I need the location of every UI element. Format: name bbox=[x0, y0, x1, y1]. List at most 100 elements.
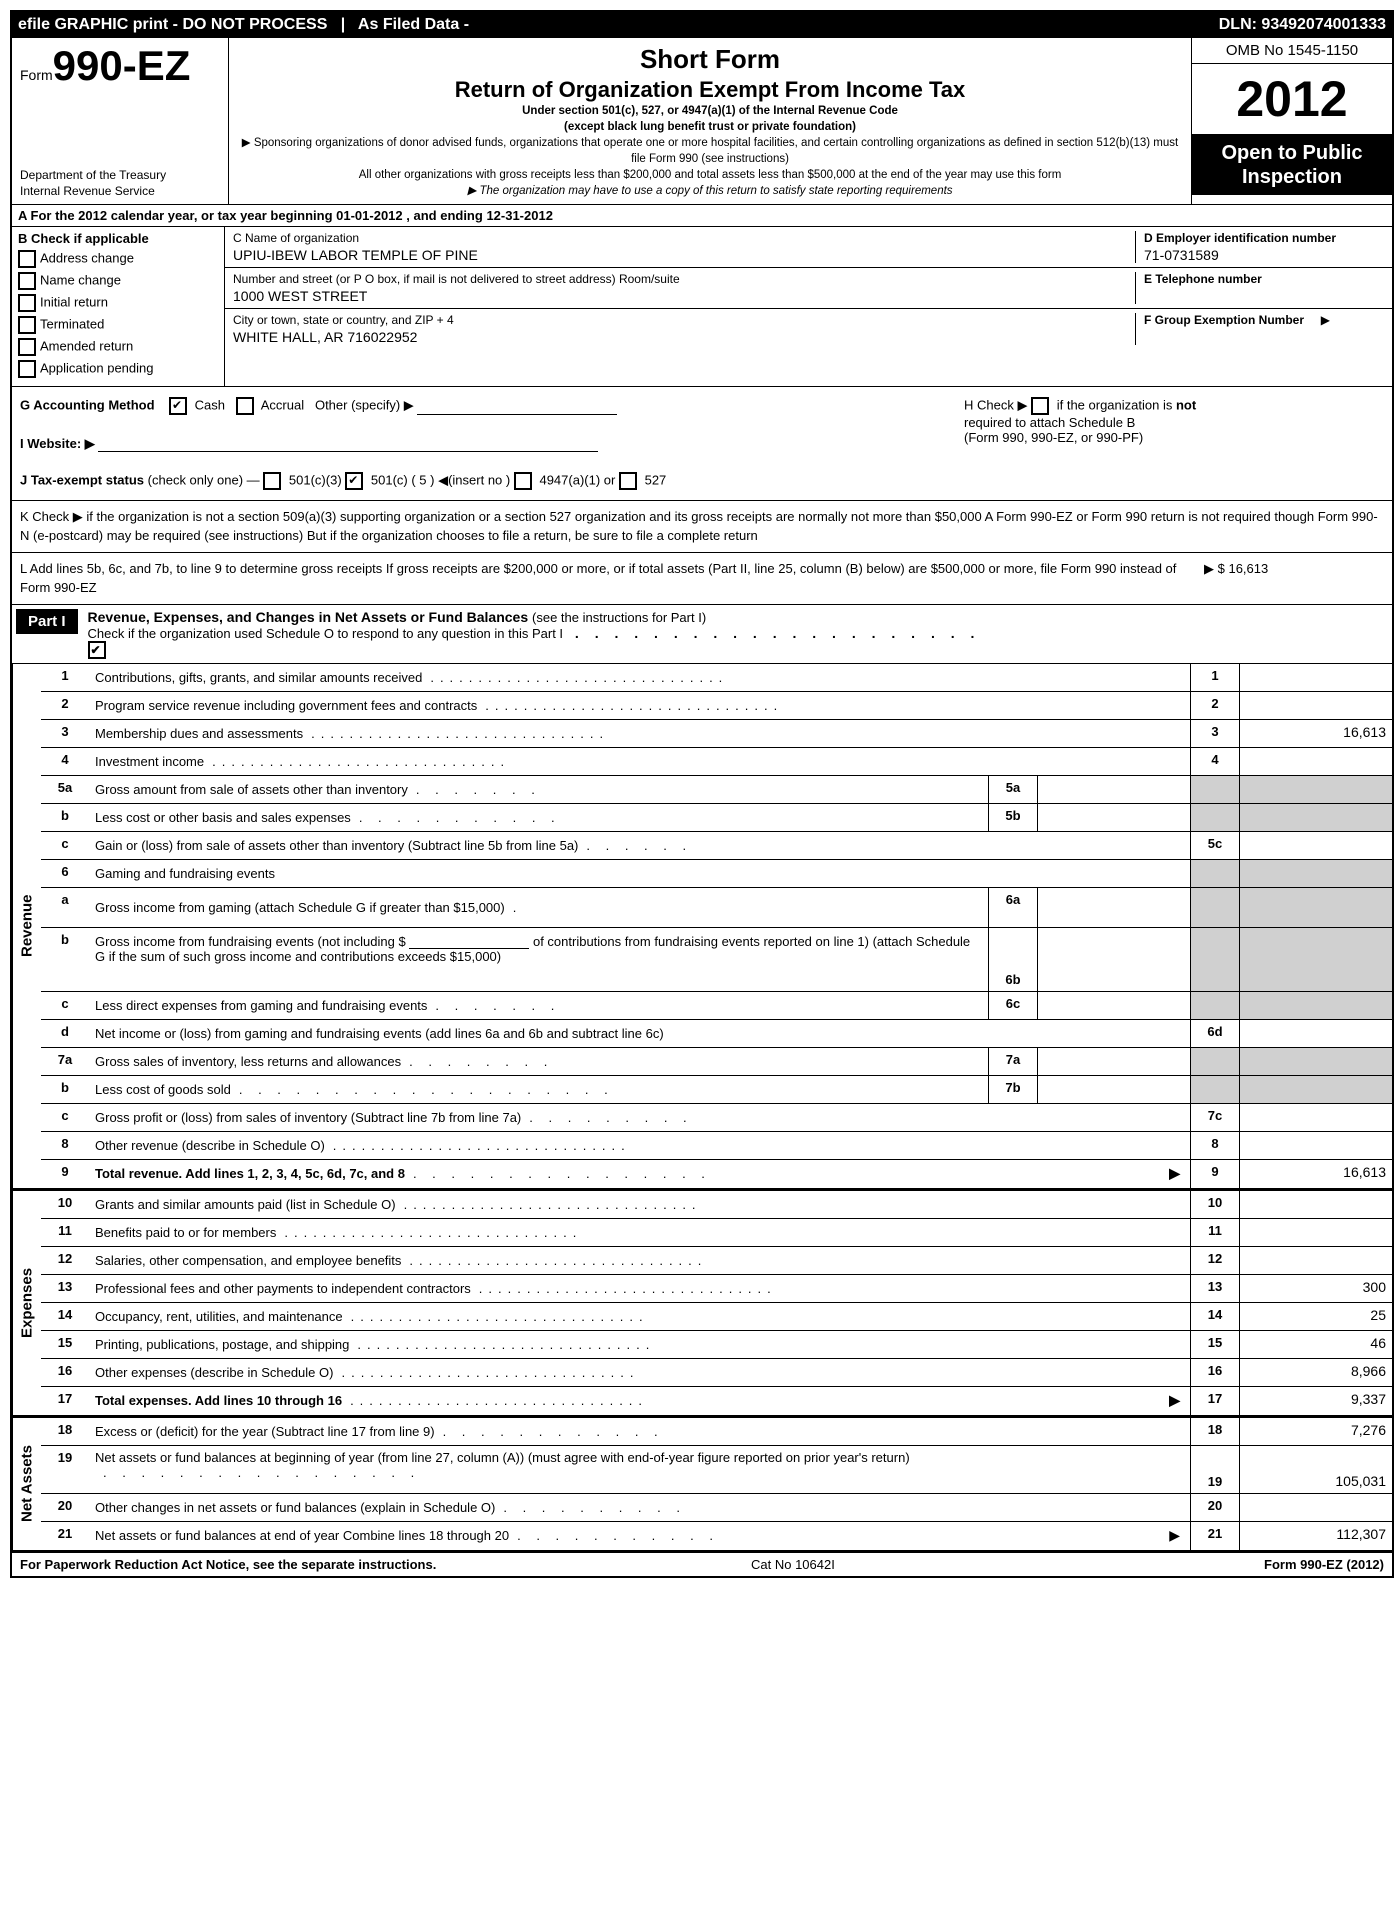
checkbox-icon[interactable] bbox=[18, 294, 36, 312]
checkbox-501c3-icon[interactable] bbox=[263, 472, 281, 490]
line-14: 14 Occupancy, rent, utilities, and maint… bbox=[41, 1303, 1392, 1331]
sub-val bbox=[1037, 928, 1190, 992]
dots: . . . . . . . . . . . . . . . . . . . . … bbox=[575, 625, 980, 641]
sub-val bbox=[1037, 1048, 1190, 1076]
paperwork-notice: For Paperwork Reduction Act Notice, see … bbox=[20, 1557, 566, 1572]
cb-amended: Amended return bbox=[18, 338, 218, 356]
line-desc: Total expenses. Add lines 10 through 16.… bbox=[89, 1387, 1190, 1415]
form-number: 990-EZ bbox=[53, 42, 191, 89]
dots: ............................... bbox=[485, 698, 1184, 713]
desc-text: Net assets or fund balances at end of ye… bbox=[95, 1528, 509, 1543]
line-num: 6 bbox=[41, 860, 89, 888]
website-field[interactable] bbox=[98, 435, 598, 452]
line-val: 16,613 bbox=[1239, 1160, 1392, 1188]
dots: . . . . . . bbox=[586, 838, 1184, 853]
org-addr-row: Number and street (or P O box, if mail i… bbox=[225, 268, 1392, 309]
shaded-cell bbox=[1239, 1048, 1392, 1076]
sections-ghij: G Accounting Method Cash Accrual Other (… bbox=[12, 387, 1392, 501]
dots: . . . . . . . . . . . . bbox=[443, 1424, 1184, 1439]
line-desc: Program service revenue including govern… bbox=[89, 692, 1190, 720]
line-val: 9,337 bbox=[1239, 1387, 1392, 1415]
short-form-title: Short Form bbox=[239, 44, 1181, 75]
desc-text: Contributions, gifts, grants, and simila… bbox=[95, 670, 422, 685]
form-footer: For Paperwork Reduction Act Notice, see … bbox=[12, 1551, 1392, 1576]
checkbox-icon[interactable] bbox=[18, 338, 36, 356]
dots: ............................... bbox=[341, 1365, 1184, 1380]
city-label: City or town, state or country, and ZIP … bbox=[233, 313, 1127, 327]
line-13: 13 Professional fees and other payments … bbox=[41, 1275, 1392, 1303]
line-rnum: 17 bbox=[1190, 1387, 1239, 1415]
line-val: 105,031 bbox=[1239, 1446, 1392, 1494]
line-val bbox=[1239, 1104, 1392, 1132]
line-num: 17 bbox=[41, 1387, 89, 1415]
section-l-text: L Add lines 5b, 6c, and 7b, to line 9 to… bbox=[20, 559, 1184, 598]
line-desc: Occupancy, rent, utilities, and maintena… bbox=[89, 1303, 1190, 1331]
line-desc: Professional fees and other payments to … bbox=[89, 1275, 1190, 1303]
org-name-value: UPIU-IBEW LABOR TEMPLE OF PINE bbox=[233, 247, 1127, 263]
checkbox-icon[interactable] bbox=[18, 360, 36, 378]
checkbox-501c-icon[interactable] bbox=[345, 472, 363, 490]
line-8: 8 Other revenue (describe in Schedule O)… bbox=[41, 1132, 1392, 1160]
checkbox-schedule-o-icon[interactable] bbox=[88, 641, 106, 659]
line-num: b bbox=[41, 804, 89, 832]
checkbox-icon[interactable] bbox=[18, 250, 36, 268]
checkbox-cash-icon[interactable] bbox=[169, 397, 187, 415]
sections-gij: G Accounting Method Cash Accrual Other (… bbox=[12, 387, 956, 500]
line-num: a bbox=[41, 888, 89, 928]
expenses-section: Expenses 10 Grants and similar amounts p… bbox=[12, 1189, 1392, 1416]
line-desc: Gain or (loss) from sale of assets other… bbox=[89, 832, 1190, 860]
other-orgs-note: All other organizations with gross recei… bbox=[239, 167, 1181, 183]
other-specify-field[interactable] bbox=[417, 398, 617, 415]
checkbox-4947-icon[interactable] bbox=[514, 472, 532, 490]
sub-num: 7a bbox=[988, 1048, 1037, 1076]
cb-pending: Application pending bbox=[18, 360, 218, 378]
checkbox-h-icon[interactable] bbox=[1031, 397, 1049, 415]
line-num: 9 bbox=[41, 1160, 89, 1188]
line-val: 25 bbox=[1239, 1303, 1392, 1331]
checkbox-icon[interactable] bbox=[18, 272, 36, 290]
form-header: Form990-EZ Department of the Treasury In… bbox=[12, 38, 1392, 205]
h-text3: required to attach Schedule B bbox=[964, 415, 1135, 430]
org-info: B Check if applicable Address change Nam… bbox=[12, 227, 1392, 387]
gross-receipts-value: $ 16,613 bbox=[1218, 561, 1269, 576]
cb-terminated: Terminated bbox=[18, 316, 218, 334]
checkbox-icon[interactable] bbox=[18, 316, 36, 334]
line-rnum: 15 bbox=[1190, 1331, 1239, 1359]
cb-label: Initial return bbox=[40, 294, 108, 309]
line-num: 16 bbox=[41, 1359, 89, 1387]
shaded-cell bbox=[1239, 888, 1392, 928]
line-rnum: 6d bbox=[1190, 1020, 1239, 1048]
desc-text: Membership dues and assessments bbox=[95, 726, 303, 741]
line-val bbox=[1239, 1132, 1392, 1160]
line-rnum: 3 bbox=[1190, 720, 1239, 748]
line-val: 46 bbox=[1239, 1331, 1392, 1359]
line-num: 21 bbox=[41, 1522, 89, 1550]
line-desc: Other changes in net assets or fund bala… bbox=[89, 1494, 1190, 1522]
addr-label: Number and street (or P O box, if mail i… bbox=[233, 272, 1127, 286]
line-rnum: 4 bbox=[1190, 748, 1239, 776]
line-desc: Gross income from gaming (attach Schedul… bbox=[89, 888, 988, 928]
dln-label: DLN: bbox=[1219, 16, 1257, 33]
line-val bbox=[1239, 1247, 1392, 1275]
section-a-tax-year: A For the 2012 calendar year, or tax yea… bbox=[12, 205, 1392, 227]
org-name-row: C Name of organization UPIU-IBEW LABOR T… bbox=[225, 227, 1392, 268]
accounting-label: G Accounting Method bbox=[20, 397, 155, 412]
sub-num: 7b bbox=[988, 1076, 1037, 1104]
top-bar-right: DLN: 93492074001333 bbox=[1219, 16, 1386, 34]
form-ref-year: (2012) bbox=[1343, 1557, 1384, 1572]
section-b-checkboxes: B Check if applicable Address change Nam… bbox=[12, 227, 225, 386]
line-rnum: 14 bbox=[1190, 1303, 1239, 1331]
checkbox-527-icon[interactable] bbox=[619, 472, 637, 490]
contrib-amount-field[interactable] bbox=[409, 932, 529, 949]
checkbox-accrual-icon[interactable] bbox=[236, 397, 254, 415]
line-desc: Other revenue (describe in Schedule O)..… bbox=[89, 1132, 1190, 1160]
line-rnum: 19 bbox=[1190, 1446, 1239, 1494]
shaded-cell bbox=[1190, 860, 1239, 888]
dots: . . . . . . . . . bbox=[529, 1110, 1184, 1125]
desc-text: Program service revenue including govern… bbox=[95, 698, 477, 713]
net-assets-section: Net Assets 18 Excess or (deficit) for th… bbox=[12, 1416, 1392, 1551]
except-note: (except black lung benefit trust or priv… bbox=[239, 119, 1181, 135]
h-check: H Check ▶ bbox=[964, 397, 1027, 412]
line-num: 8 bbox=[41, 1132, 89, 1160]
phone-label: E Telephone number bbox=[1144, 272, 1384, 286]
